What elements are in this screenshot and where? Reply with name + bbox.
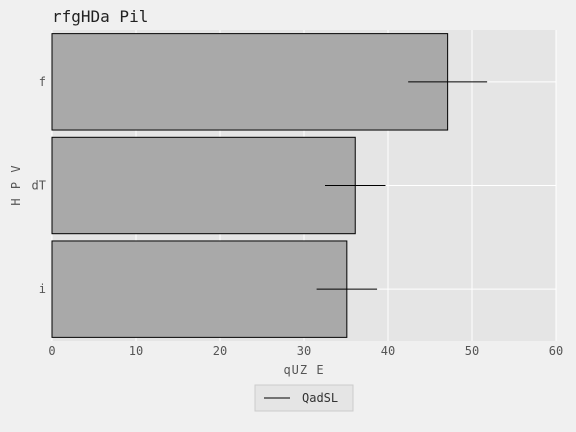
x-tick-label: 10 xyxy=(129,344,143,358)
x-tick-label: 60 xyxy=(549,344,563,358)
error-bars xyxy=(316,81,488,290)
x-axis-ticks: 0 10 20 30 40 50 60 xyxy=(48,344,563,358)
x-tick-label: 30 xyxy=(297,344,311,358)
x-tick-label: 20 xyxy=(213,344,227,358)
x-axis-label: qUZ E xyxy=(283,363,324,377)
bar-f xyxy=(51,33,449,131)
x-tick-label: 50 xyxy=(465,344,479,358)
y-axis-ticks: i dT f xyxy=(32,75,46,296)
bar-dT xyxy=(51,136,356,235)
y-tick-label: dT xyxy=(32,179,46,193)
legend-label: QadSL xyxy=(302,391,338,405)
x-tick-label: 0 xyxy=(48,344,55,358)
x-tick-label: 40 xyxy=(381,344,395,358)
bars xyxy=(51,33,449,338)
y-axis-label: H P V xyxy=(9,164,23,205)
bar-i xyxy=(51,240,348,338)
chart-title: rfgHDa Pil xyxy=(52,7,148,26)
legend: QadSL xyxy=(254,384,354,412)
y-tick-label: f xyxy=(39,75,46,89)
y-tick-label: i xyxy=(39,282,46,296)
